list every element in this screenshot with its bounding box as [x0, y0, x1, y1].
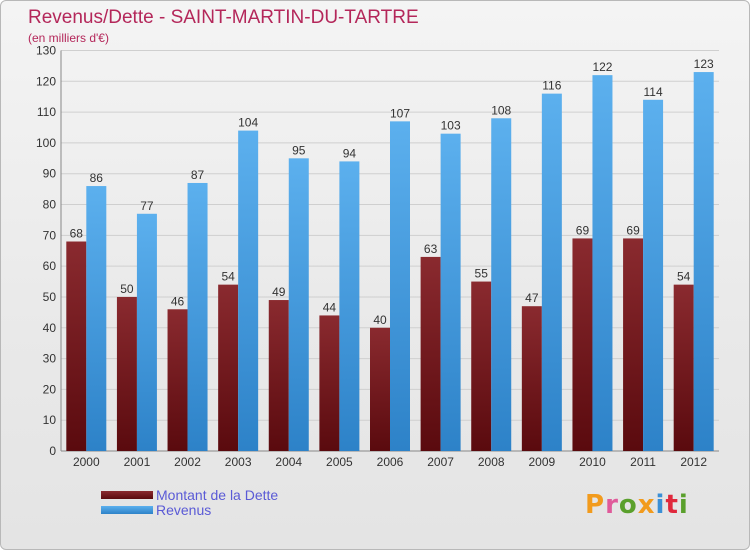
y-tick-label: 100 — [36, 136, 56, 150]
bar-dette — [319, 315, 340, 451]
bar-dette — [623, 238, 644, 451]
bar-revenus — [643, 99, 664, 452]
bar-dette — [572, 238, 593, 451]
y-tick-label: 80 — [43, 198, 57, 212]
value-label-revenus: 122 — [592, 60, 612, 74]
logo-letter: i — [678, 490, 689, 520]
x-tick-label: 2003 — [225, 455, 252, 469]
bar-dette — [673, 284, 694, 451]
value-label-dette: 54 — [221, 270, 235, 284]
value-label-dette: 69 — [626, 223, 640, 237]
value-label-dette: 40 — [373, 313, 387, 327]
bar-revenus — [541, 93, 562, 451]
x-tick-label: 2000 — [73, 455, 100, 469]
chart-subtitle: (en milliers d'€) — [28, 31, 109, 45]
bar-revenus — [136, 213, 157, 451]
value-label-revenus: 86 — [90, 171, 104, 185]
x-tick-label: 2004 — [275, 455, 302, 469]
bar-revenus — [86, 186, 107, 452]
value-label-revenus: 123 — [694, 57, 714, 71]
bar-dette — [370, 327, 390, 451]
value-label-dette: 44 — [323, 300, 337, 314]
bar-revenus — [187, 182, 208, 451]
x-tick-label: 2005 — [326, 455, 353, 469]
bar-revenus — [339, 161, 360, 451]
bar-dette — [268, 300, 289, 451]
value-label-dette: 54 — [677, 270, 691, 284]
logo-letter: i — [655, 490, 666, 520]
chart-title: Revenus/Dette - SAINT-MARTIN-DU-TARTRE — [28, 7, 419, 28]
x-tick-label: 2007 — [427, 455, 454, 469]
value-label-revenus: 94 — [343, 146, 357, 160]
x-tick-label: 2009 — [528, 455, 555, 469]
bar-revenus — [693, 72, 714, 452]
value-label-dette: 68 — [70, 227, 84, 241]
value-label-revenus: 114 — [644, 85, 663, 99]
legend-label-dette: Montant de la Dette — [156, 487, 279, 503]
value-label-dette: 47 — [525, 291, 539, 305]
value-label-dette: 49 — [272, 285, 286, 299]
y-tick-label: 40 — [43, 321, 57, 335]
proxiti-logo: Proxiti — [585, 490, 689, 520]
value-label-revenus: 107 — [390, 106, 410, 120]
legend-swatch-dette — [101, 491, 153, 499]
bar-dette — [116, 296, 137, 451]
x-tick-label: 2011 — [630, 455, 656, 469]
y-tick-label: 0 — [49, 444, 56, 458]
y-tick-label: 50 — [43, 290, 57, 304]
y-tick-label: 110 — [37, 105, 56, 119]
legend-swatch-revenus — [101, 506, 153, 514]
value-label-dette: 69 — [576, 223, 590, 237]
bar-dette — [66, 241, 87, 451]
bar-dette — [521, 306, 542, 451]
y-tick-label: 70 — [43, 228, 57, 242]
value-label-revenus: 95 — [292, 143, 306, 157]
bar-revenus — [288, 158, 309, 452]
y-tick-label: 30 — [43, 352, 57, 366]
value-label-dette: 46 — [171, 294, 185, 308]
bar-dette — [420, 256, 441, 451]
value-label-dette: 50 — [120, 282, 134, 296]
y-tick-label: 10 — [43, 413, 57, 427]
logo-letter: P — [585, 490, 606, 520]
y-tick-label: 60 — [43, 259, 57, 273]
logo-letter: o — [618, 490, 638, 520]
x-tick-label: 2002 — [174, 455, 201, 469]
value-label-revenus: 116 — [542, 79, 561, 93]
value-label-dette: 55 — [475, 267, 489, 281]
y-tick-label: 20 — [43, 382, 57, 396]
value-label-revenus: 104 — [238, 116, 258, 130]
bar-revenus — [491, 118, 512, 452]
bar-revenus — [592, 75, 613, 452]
value-label-dette: 63 — [424, 242, 438, 256]
x-tick-label: 2006 — [377, 455, 404, 469]
logo-letter: t — [665, 490, 679, 520]
x-tick-label: 2012 — [680, 455, 707, 469]
x-tick-label: 2008 — [478, 455, 505, 469]
bar-revenus — [440, 133, 461, 451]
legend-label-revenus: Revenus — [156, 502, 212, 518]
y-tick-label: 90 — [43, 167, 57, 181]
logo-letter: x — [637, 490, 656, 520]
bar-dette — [218, 284, 239, 451]
bar-dette — [167, 309, 188, 451]
value-label-revenus: 87 — [191, 168, 205, 182]
bar-revenus — [390, 121, 410, 451]
logo-letter: r — [605, 490, 619, 520]
y-tick-label: 130 — [36, 44, 56, 58]
bar-revenus — [238, 130, 259, 451]
x-tick-label: 2010 — [579, 455, 606, 469]
y-tick-label: 120 — [36, 74, 56, 88]
value-label-revenus: 103 — [441, 119, 461, 133]
value-label-revenus: 108 — [491, 103, 511, 117]
bar-dette — [471, 281, 492, 451]
value-label-revenus: 77 — [140, 199, 154, 213]
x-tick-label: 2001 — [124, 455, 151, 469]
